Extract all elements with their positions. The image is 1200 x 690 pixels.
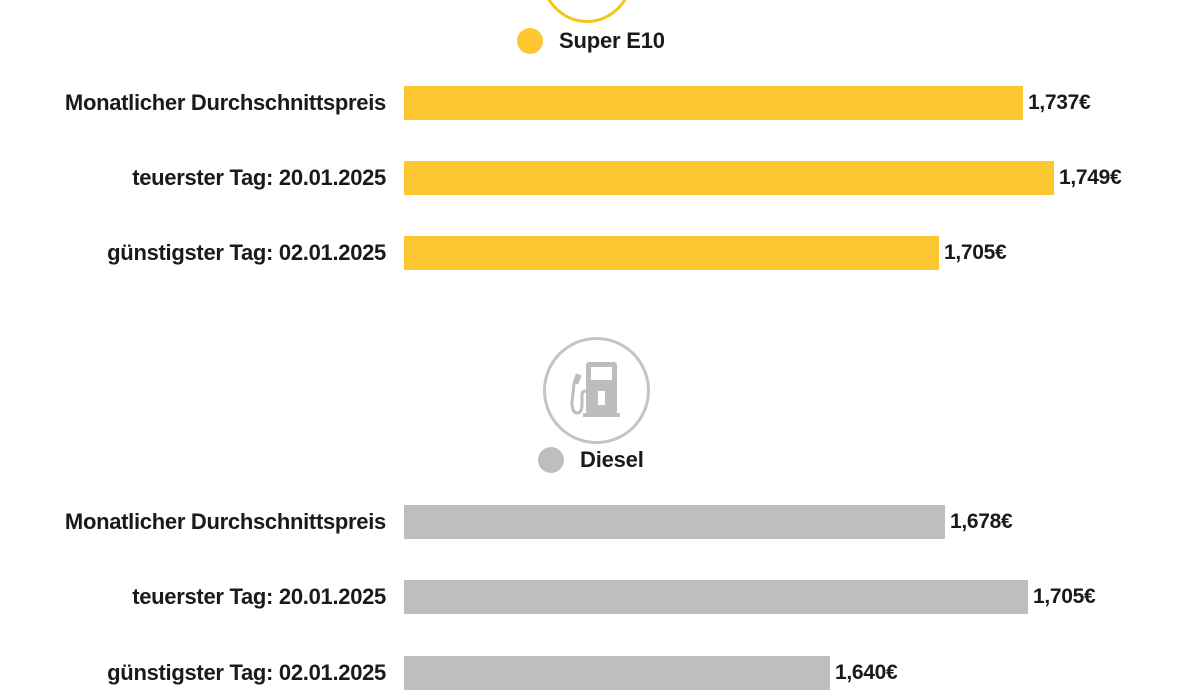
legend-dot-icon [538, 447, 564, 473]
diesel-value-max: 1,705€ [1033, 585, 1096, 608]
diesel-value-min: 1,640€ [835, 661, 898, 684]
diesel-bar-avg [404, 505, 945, 539]
fuel-pump-icon-super [539, 0, 635, 23]
fuel-pump-glyph-icon [570, 362, 620, 417]
super-row-label-max: teuerster Tag: 20.01.2025 [132, 165, 386, 190]
legend-label: Diesel [580, 447, 644, 472]
super-bar-avg [404, 86, 1023, 120]
diesel-bar-min [404, 656, 830, 690]
super-value-max: 1,749€ [1059, 166, 1122, 189]
super-row-label-avg: Monatlicher Durchschnittspreis [64, 90, 386, 115]
super-value-min: 1,705€ [944, 241, 1007, 264]
diesel-row-label-min: günstigster Tag: 02.01.2025 [107, 660, 386, 685]
diesel-bar-max [404, 580, 1028, 614]
legend-diesel: Diesel [538, 445, 644, 475]
super-bar-min [404, 236, 939, 270]
diesel-value-avg: 1,678€ [950, 510, 1013, 533]
super-row-label-min: günstigster Tag: 02.01.2025 [107, 240, 386, 265]
diesel-row-label-avg: Monatlicher Durchschnittspreis [64, 509, 386, 534]
fuel-pump-icon-diesel [543, 337, 650, 444]
legend-label: Super E10 [559, 28, 665, 53]
super-bar-max [404, 161, 1054, 195]
diesel-row-label-max: teuerster Tag: 20.01.2025 [132, 584, 386, 609]
super-value-avg: 1,737€ [1028, 91, 1091, 114]
legend-dot-icon [517, 28, 543, 54]
legend-super-e10: Super E10 [517, 26, 665, 56]
